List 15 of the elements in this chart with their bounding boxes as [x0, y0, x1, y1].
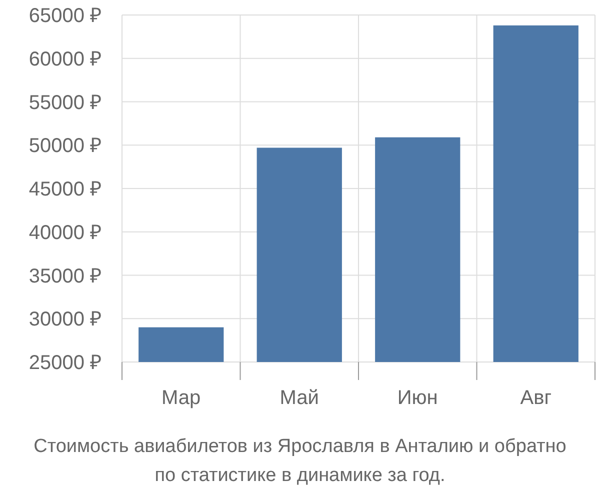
y-tick-label: 65000 ₽	[28, 5, 102, 27]
y-tick-label: 55000 ₽	[28, 92, 102, 114]
x-tick-label: Авг	[520, 387, 552, 409]
y-tick-label: 25000 ₽	[28, 352, 102, 374]
x-tick-label: Июн	[397, 387, 438, 409]
text: Стоимость авиабилетов из Ярославля в Анталию и обратно	[34, 436, 566, 457]
y-tick-label: 40000 ₽	[28, 222, 102, 244]
y-tick-label: 50000 ₽	[28, 135, 102, 158]
y-tick-label: 45000 ₽	[28, 178, 102, 200]
y-tick-label: 35000 ₽	[28, 265, 102, 288]
y-tick-label: 30000 ₽	[28, 308, 102, 331]
x-tick-label: Май	[280, 387, 319, 409]
y-tick-label: 60000 ₽	[28, 48, 102, 70]
x-tick-label: Мар	[162, 387, 201, 409]
text: по статистике в динамике за год.	[154, 465, 446, 486]
